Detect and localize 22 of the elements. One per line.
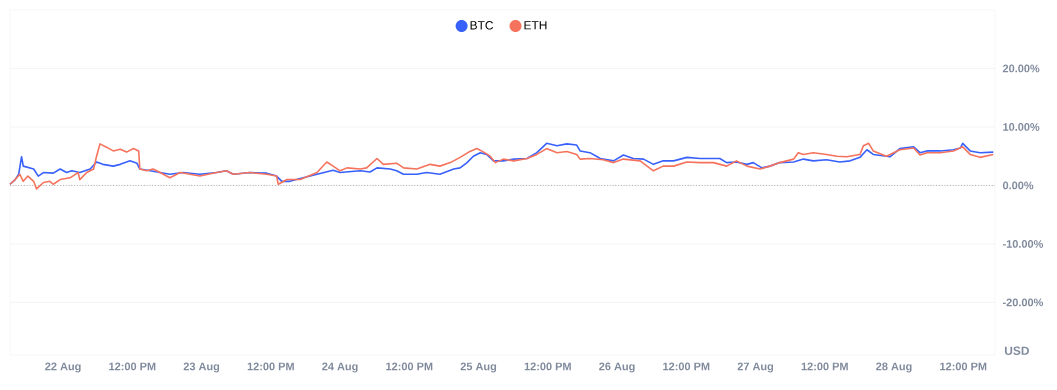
legend-label: ETH [524, 21, 547, 30]
x-tick-label: 12:00 PM [663, 362, 710, 371]
x-tick-label: 26 Aug [599, 362, 635, 373]
y-tick-label: -20.00% [1002, 298, 1044, 307]
x-tick-label: 23 Aug [183, 362, 220, 373]
x-tick-label: 25 Aug [460, 362, 497, 373]
y-tick-label: -10.00% [1002, 240, 1044, 248]
y-tick-label: 20.00% [1002, 64, 1040, 73]
x-tick-label: 24 Aug [322, 362, 358, 373]
y-tick-label: 10.00% [1003, 123, 1040, 131]
x-tick-label: 12:00 PM [247, 362, 294, 371]
x-tick-label: 12:00 PM [801, 362, 848, 371]
x-tick-label: 12:00 PM [940, 362, 987, 371]
text: USD [1004, 346, 1029, 355]
x-tick-label: 27 Aug [737, 362, 774, 373]
y-tick-label: 0.00% [1002, 181, 1034, 190]
legend-label: BTC [470, 21, 494, 30]
x-tick-label: 12:00 PM [109, 362, 156, 371]
x-tick-label: 28 Aug [876, 362, 912, 373]
x-tick-label: 12:00 PM [386, 362, 433, 371]
x-tick-label: 22 Aug [45, 362, 81, 373]
x-tick-label: 12:00 PM [524, 362, 571, 371]
